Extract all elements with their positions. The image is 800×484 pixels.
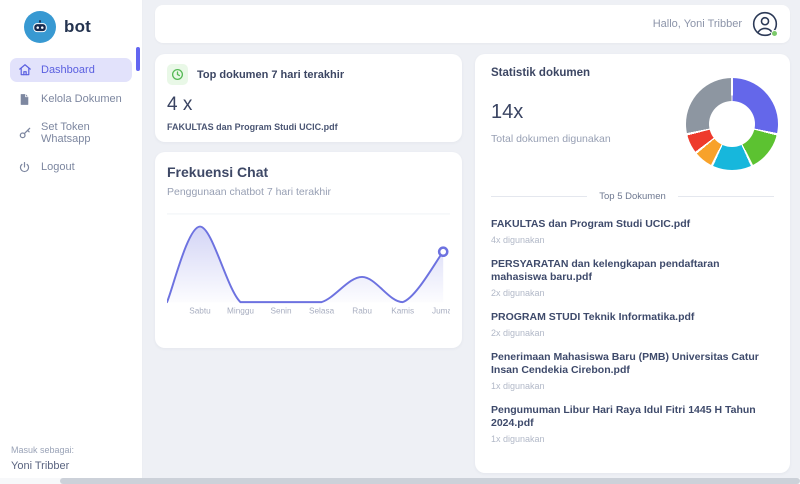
- list-item[interactable]: Pengumuman Libur Hari Raya Idul Fitri 14…: [491, 404, 774, 444]
- top-documents-list: FAKULTAS dan Program Studi UCIC.pdf 4x d…: [491, 218, 774, 444]
- list-item[interactable]: FAKULTAS dan Program Studi UCIC.pdf 4x d…: [491, 218, 774, 245]
- brand-name: bot: [64, 17, 92, 36]
- sidebar-item-logout[interactable]: Logout: [10, 155, 132, 179]
- power-icon: [18, 160, 32, 174]
- document-usage: 2x digunakan: [491, 327, 545, 338]
- chart-last-point-marker: [437, 246, 449, 258]
- chart-line: [167, 225, 445, 304]
- x-axis-label: Sabtu: [189, 307, 211, 316]
- x-axis-label: Selasa: [309, 307, 335, 316]
- logged-in-user: Yoni Tribber: [11, 459, 70, 472]
- greeting-text: Hallo, Yoni Tribber: [652, 18, 742, 30]
- sidebar-item-label: Dashboard: [41, 64, 95, 76]
- x-axis-label: Kamis: [391, 307, 414, 316]
- sidebar-item-label: Set Token Whatsapp: [41, 121, 91, 145]
- logged-in-label: Masuk sebagai:: [11, 445, 75, 455]
- x-axis-label: Rabu: [352, 307, 372, 316]
- x-axis-label: Senin: [271, 307, 292, 316]
- chat-frequency-line-chart: Sabtu Minggu Senin Selasa Rabu Kamis Jumat: [167, 213, 450, 316]
- donut-hole: [709, 101, 755, 147]
- logged-in-as: Masuk sebagai: Yoni Tribber: [11, 444, 74, 474]
- chat-frequency-subtitle: Penggunaan chatbot 7 hari terakhir: [167, 186, 332, 198]
- chart-x-axis-labels: Sabtu Minggu Senin Selasa Rabu Kamis Jumat: [189, 307, 450, 316]
- sidebar-item-kelola-dokumen[interactable]: Kelola Dokumen: [10, 87, 132, 111]
- total-usage-count: 14x: [491, 101, 524, 123]
- document-usage: 2x digunakan: [491, 287, 545, 298]
- sidebar-item-dashboard[interactable]: Dashboard: [10, 58, 132, 82]
- topbar: Hallo, Yoni Tribber: [155, 5, 790, 43]
- bot-logo-icon: [24, 11, 56, 43]
- user-avatar[interactable]: [752, 11, 778, 37]
- top5-divider-label: Top 5 Dokumen: [599, 191, 666, 202]
- chat-frequency-title: Frekuensi Chat: [167, 164, 269, 180]
- document-usage: 1x digunakan: [491, 380, 545, 391]
- chart-area-fill: [167, 226, 444, 303]
- top-document-name: FAKULTAS dan Program Studi UCIC.pdf: [167, 122, 338, 132]
- sidebar-item-set-token-whatsapp[interactable]: Set Token Whatsapp: [10, 116, 132, 150]
- document-name: FAKULTAS dan Program Studi UCIC.pdf: [491, 218, 691, 230]
- document-name: Penerimaan Mahasiswa Baru (PMB) Universi…: [491, 350, 759, 377]
- main-content: Hallo, Yoni Tribber Top dokumen 7 hari t…: [143, 0, 800, 484]
- sidebar: bot Dashboard Kelola Dokumen: [0, 0, 143, 484]
- chat-frequency-card: Frekuensi Chat Penggunaan chatbot 7 hari…: [155, 152, 462, 348]
- active-item-indicator: [136, 47, 140, 71]
- document-name: PROGRAM STUDI Teknik Informatika.pdf: [491, 310, 695, 323]
- top-document-card: Top dokumen 7 hari terakhir 4 x FAKULTAS…: [155, 54, 462, 142]
- list-item[interactable]: PERSYARATAN dan kelengkapan pendaftaran …: [491, 258, 774, 298]
- document-usage-donut-chart: [686, 78, 778, 170]
- x-axis-label: Minggu: [227, 307, 254, 316]
- top-document-title: Top dokumen 7 hari terakhir: [197, 68, 345, 81]
- online-status-dot: [771, 30, 778, 37]
- home-icon: [18, 63, 32, 77]
- horizontal-scrollbar: [0, 478, 800, 484]
- list-item[interactable]: PROGRAM STUDI Teknik Informatika.pdf 2x …: [491, 311, 774, 338]
- document-usage: 4x digunakan: [491, 234, 545, 245]
- top-document-count: 4 x: [167, 94, 193, 115]
- sidebar-item-label: Logout: [41, 161, 75, 173]
- document-usage: 1x digunakan: [491, 434, 545, 445]
- document-statistics-card: Statistik dokumen 14x Total dokumen digu…: [475, 54, 790, 474]
- x-axis-label: Jumat: [432, 307, 450, 316]
- document-name: PERSYARATAN dan kelengkapan pendaftaran …: [491, 257, 720, 284]
- top5-divider: Top 5 Dokumen: [491, 191, 774, 202]
- key-icon: [18, 126, 32, 140]
- sidebar-item-label: Kelola Dokumen: [41, 93, 122, 105]
- total-usage-label: Total dokumen digunakan: [491, 133, 611, 145]
- dashboard-grid: Top dokumen 7 hari terakhir 4 x FAKULTAS…: [155, 54, 790, 474]
- horizontal-scrollbar-thumb[interactable]: [60, 478, 800, 484]
- statistics-title: Statistik dokumen: [491, 67, 591, 79]
- document-name: Pengumuman Libur Hari Raya Idul Fitri 14…: [491, 403, 756, 430]
- sidebar-nav: Dashboard Kelola Dokumen Set Token Whats…: [0, 58, 142, 179]
- brand: bot: [0, 0, 142, 53]
- clock-icon: [167, 64, 188, 85]
- document-icon: [18, 92, 32, 106]
- list-item[interactable]: Penerimaan Mahasiswa Baru (PMB) Universi…: [491, 351, 774, 391]
